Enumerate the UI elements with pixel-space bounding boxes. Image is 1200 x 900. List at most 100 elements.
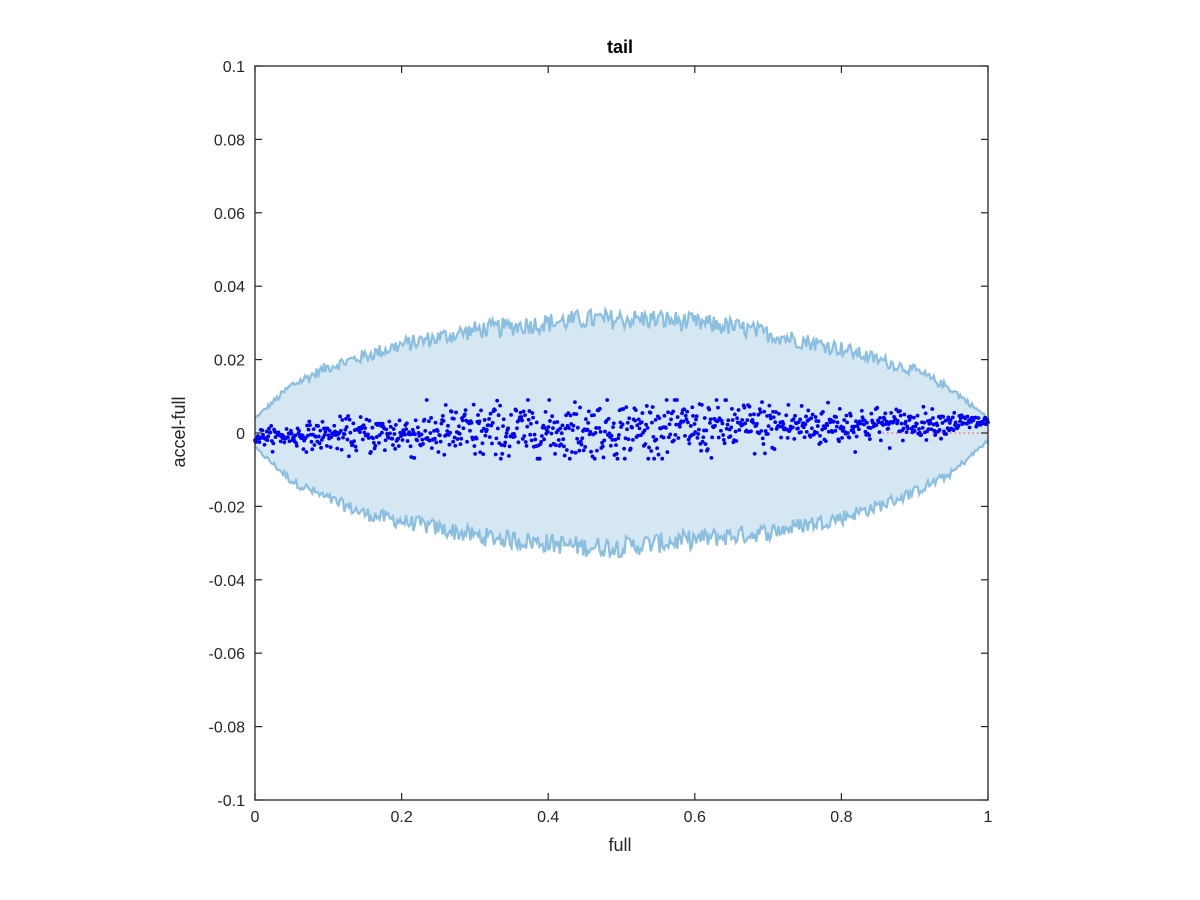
scatter-point [567,426,571,430]
scatter-point [644,404,649,408]
scatter-point [884,419,889,424]
scatter-point [542,437,546,442]
scatter-point [699,402,704,407]
scatter-point [640,411,645,415]
x-axis-label: full [608,835,631,855]
scatter-point [396,436,400,441]
scatter-point [793,413,797,418]
scatter-point [520,418,524,423]
scatter-point [515,426,519,431]
scatter-point [752,451,757,456]
scatter-point [469,420,474,425]
scatter-point [774,410,778,414]
scatter-series [253,398,990,461]
scatter-point [424,398,429,402]
scatter-point [269,424,274,428]
scatter-point [345,437,350,442]
scatter-point [471,402,476,407]
scatter-point [804,430,809,434]
scatter-point [462,412,467,417]
scatter-point [714,398,719,402]
scatter-point [476,413,480,417]
scatter-point [306,427,311,432]
scatter-point [546,425,551,429]
scatter-point [647,445,651,450]
scatter-point [649,449,654,453]
scatter-point [267,426,271,431]
y-tick-label: -0.02 [209,499,246,516]
scatter-point [626,437,631,442]
scatter-point [570,450,574,454]
scatter-point [719,418,724,423]
scatter-point [358,415,363,419]
scatter-point [834,415,839,419]
scatter-point [917,427,921,431]
scatter-point [899,421,904,426]
scatter-point [929,427,934,432]
scatter-point [452,435,457,440]
scatter-point [642,428,647,433]
scatter-point [363,426,367,431]
scatter-point [458,442,463,447]
scatter-point [442,452,447,457]
scatter-point [294,441,298,445]
scatter-point [391,427,396,431]
scatter-point [578,439,583,444]
scatter-point [685,409,690,414]
scatter-point [568,413,573,418]
scatter-point [672,438,676,443]
scatter-point [504,431,509,436]
scatter-point [551,426,555,431]
scatter-point [530,411,535,415]
scatter-point [432,436,437,441]
scatter-point [451,416,456,421]
scatter-point [622,446,626,451]
scatter-point [297,428,301,433]
scatter-point [834,424,839,429]
scatter-point [523,440,528,444]
scatter-point [719,428,723,433]
scatter-point [589,449,593,454]
scatter-point [696,432,701,436]
scatter-point [724,426,729,431]
scatter-point [801,425,806,430]
scatter-point [501,424,505,429]
scatter-point [708,417,713,422]
scatter-point [912,429,917,433]
y-tick-label: 0.02 [214,353,245,370]
scatter-point [514,408,519,413]
scatter-point [826,429,831,434]
scatter-point [340,418,345,422]
scatter-point [825,423,830,428]
scatter-point [967,425,972,430]
scatter-point [854,419,858,424]
scatter-point [637,426,642,431]
scatter-point [600,444,605,449]
scatter-point [552,420,557,425]
scatter-point [266,434,271,439]
scatter-point [352,439,356,444]
scatter-point [909,415,913,419]
scatter-point [648,410,653,415]
scatter-point [531,415,535,420]
scatter-point [645,425,650,430]
scatter-point [562,453,567,458]
scatter-point [666,435,671,440]
scatter-point [369,449,373,454]
scatter-point [336,436,341,441]
scatter-point [761,442,766,446]
scatter-point [455,437,460,441]
y-tick-label: 0.08 [214,132,245,149]
scatter-point [878,438,883,443]
scatter-point [668,432,673,437]
scatter-point [318,428,323,433]
scatter-point [875,405,880,410]
scatter-point [575,436,580,441]
scatter-point [578,405,582,410]
scatter-point [507,444,512,449]
scatter-point [339,447,344,452]
scatter-point [481,452,486,456]
scatter-point [433,420,438,425]
scatter-point [867,433,872,438]
